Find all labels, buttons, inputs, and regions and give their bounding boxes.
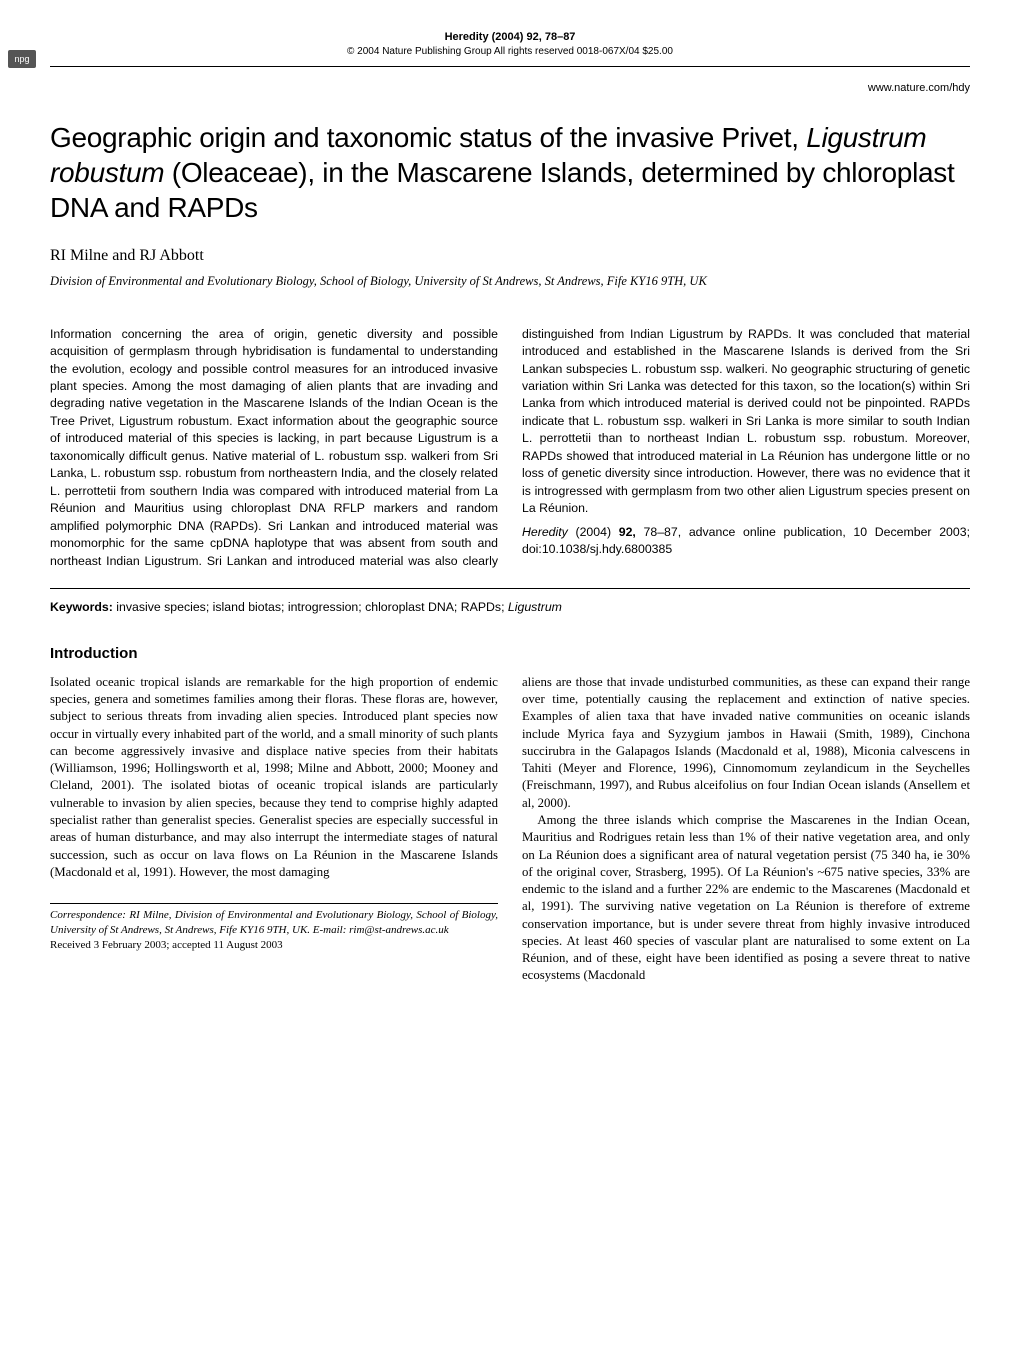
npg-badge: npg bbox=[8, 50, 36, 68]
journal-reference: Heredity (2004) 92, 78–87 bbox=[50, 30, 970, 45]
body-paragraph-3: Among the three islands which comprise t… bbox=[522, 812, 970, 985]
abstract: Information concerning the area of origi… bbox=[50, 326, 970, 570]
heredity-citation: Heredity (2004) 92, 78–87, advance onlin… bbox=[522, 524, 970, 559]
journal-header: Heredity (2004) 92, 78–87 © 2004 Nature … bbox=[50, 30, 970, 67]
heredity-year: (2004) bbox=[568, 525, 619, 539]
received-dates: Received 3 February 2003; accepted 11 Au… bbox=[50, 938, 498, 953]
article-title: Geographic origin and taxonomic status o… bbox=[50, 120, 970, 225]
keywords-text: invasive species; island biotas; introgr… bbox=[113, 600, 508, 614]
heredity-volume: 92, bbox=[619, 525, 636, 539]
copyright-line: © 2004 Nature Publishing Group All right… bbox=[50, 45, 970, 59]
body-text: Isolated oceanic tropical islands are re… bbox=[50, 674, 970, 985]
keywords: Keywords: invasive species; island biota… bbox=[50, 588, 970, 616]
section-heading-introduction: Introduction bbox=[50, 644, 970, 664]
title-pre: Geographic origin and taxonomic status o… bbox=[50, 122, 806, 153]
body-paragraph-1: Isolated oceanic tropical islands are re… bbox=[50, 674, 498, 881]
affiliation: Division of Environmental and Evolutiona… bbox=[50, 273, 970, 290]
correspondence-text: Correspondence: RI Milne, Division of En… bbox=[50, 908, 498, 938]
keywords-label: Keywords: bbox=[50, 600, 113, 614]
keywords-species: Ligustrum bbox=[508, 600, 562, 614]
correspondence-block: Correspondence: RI Milne, Division of En… bbox=[50, 903, 498, 953]
heredity-journal: Heredity bbox=[522, 525, 568, 539]
authors: RI Milne and RJ Abbott bbox=[50, 245, 970, 267]
journal-website: www.nature.com/hdy bbox=[50, 81, 970, 96]
body-paragraph-2: aliens are those that invade undisturbed… bbox=[522, 674, 970, 812]
title-post: (Oleaceae), in the Mascarene Islands, de… bbox=[50, 157, 954, 223]
